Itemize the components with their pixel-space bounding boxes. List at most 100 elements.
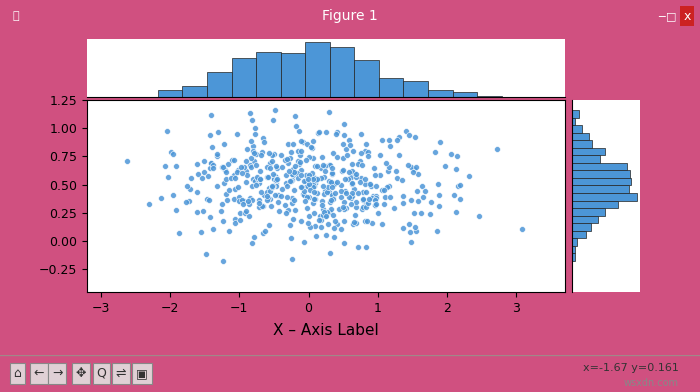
Point <box>232 184 243 191</box>
Point <box>281 194 293 200</box>
Point <box>363 149 374 155</box>
Point <box>316 224 327 230</box>
Point <box>202 196 213 202</box>
Point <box>450 209 461 215</box>
Point <box>217 164 228 171</box>
Point <box>391 175 402 181</box>
Point <box>331 129 342 135</box>
Point <box>326 205 337 212</box>
Point <box>326 179 337 185</box>
Point <box>284 222 295 229</box>
Bar <box>379 78 403 98</box>
Point <box>318 209 329 215</box>
Point <box>231 169 242 175</box>
Point <box>358 197 369 203</box>
Point <box>262 196 273 203</box>
Point <box>304 213 315 219</box>
Point <box>249 178 260 185</box>
Point <box>355 179 366 185</box>
Point <box>360 189 371 195</box>
Point <box>410 228 421 234</box>
Bar <box>572 118 575 125</box>
Point <box>288 169 300 176</box>
Point <box>255 176 266 182</box>
Point <box>474 213 485 220</box>
Bar <box>305 42 330 98</box>
Point <box>358 196 369 203</box>
Bar <box>502 97 526 98</box>
Point <box>359 218 370 224</box>
Point <box>362 218 373 224</box>
Point <box>286 149 297 155</box>
Point <box>328 193 339 200</box>
Bar <box>572 140 592 148</box>
Point <box>241 146 253 152</box>
Point <box>287 171 298 177</box>
Point <box>293 158 304 164</box>
Point <box>272 176 283 182</box>
Point <box>276 186 288 192</box>
Point <box>425 211 436 217</box>
Point <box>257 134 268 141</box>
Point <box>302 176 314 182</box>
Point <box>332 154 343 160</box>
Bar <box>551 97 575 98</box>
Point <box>302 205 313 211</box>
Point <box>271 174 282 180</box>
Point <box>251 181 262 188</box>
Point <box>454 182 466 188</box>
Point <box>290 163 301 170</box>
Point <box>321 189 332 195</box>
Point <box>295 167 306 173</box>
Point <box>322 221 333 227</box>
Point <box>331 131 342 137</box>
Point <box>193 171 204 177</box>
Point <box>267 117 279 123</box>
Point <box>311 176 322 183</box>
Point <box>312 130 323 136</box>
Point <box>326 170 337 176</box>
Point <box>253 180 265 186</box>
Point <box>191 160 202 167</box>
Point <box>331 221 342 227</box>
Point <box>345 194 356 201</box>
Bar <box>207 73 232 98</box>
Point <box>451 166 462 172</box>
Point <box>301 183 312 189</box>
Point <box>309 180 321 186</box>
Point <box>325 250 336 256</box>
Bar <box>572 201 618 208</box>
Point <box>368 193 379 200</box>
Point <box>256 203 267 209</box>
Point <box>230 186 241 192</box>
Point <box>337 204 349 210</box>
Point <box>309 175 320 181</box>
Bar <box>572 193 637 201</box>
Point <box>346 189 358 196</box>
Point <box>321 232 332 238</box>
Point <box>324 178 335 184</box>
Bar <box>256 53 281 98</box>
Point <box>270 192 281 198</box>
Point <box>308 138 319 145</box>
Point <box>234 209 246 216</box>
Point <box>345 174 356 181</box>
Point <box>426 199 437 205</box>
Bar <box>84 97 108 98</box>
Point <box>240 168 251 174</box>
Point <box>344 169 355 175</box>
Point <box>356 162 368 168</box>
Point <box>413 171 424 177</box>
Point <box>339 132 350 138</box>
Point <box>303 194 314 200</box>
Point <box>370 195 382 201</box>
Point <box>412 188 423 194</box>
Bar <box>232 58 256 98</box>
Point <box>300 178 312 185</box>
Point <box>304 187 316 193</box>
Bar <box>572 148 605 155</box>
Point <box>318 191 330 197</box>
Point <box>282 160 293 166</box>
Point <box>201 251 212 258</box>
Point <box>381 160 392 166</box>
